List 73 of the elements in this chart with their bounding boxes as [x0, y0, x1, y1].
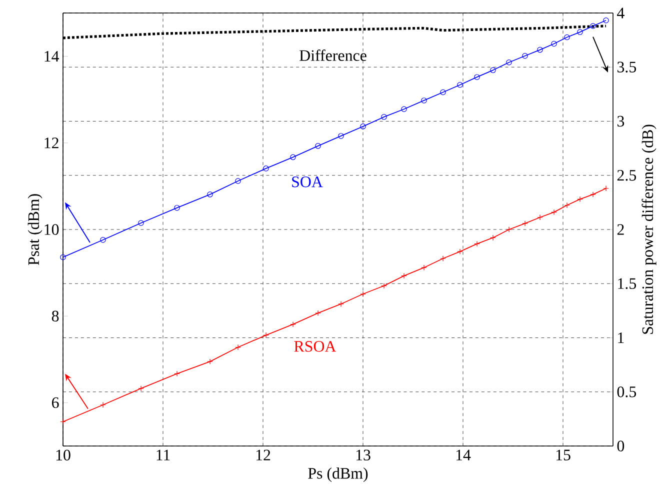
point: [235, 178, 241, 184]
point: [457, 248, 463, 254]
point: [474, 74, 480, 80]
y2-axis-title: Saturation power difference (dB): [642, 124, 656, 334]
point: [522, 220, 528, 226]
point: [522, 52, 528, 59]
point: [577, 29, 583, 35]
point: [577, 196, 583, 202]
point: [138, 220, 144, 226]
point: [381, 282, 387, 289]
series-label: RSOA: [294, 341, 336, 352]
point: [590, 192, 596, 198]
point: [421, 264, 427, 270]
series-label: SOA: [292, 176, 323, 188]
y-tick-label: 10: [44, 224, 59, 235]
point: [338, 301, 344, 307]
point: [381, 114, 387, 120]
x-tick-label: 12: [256, 450, 270, 460]
point: [490, 234, 496, 241]
point: [551, 209, 557, 216]
point: [235, 344, 241, 350]
point: [207, 192, 213, 198]
point: [421, 98, 427, 104]
y-tick-label: 6: [52, 397, 59, 408]
point: [138, 386, 144, 392]
x-tick-label: 11: [156, 450, 170, 460]
point: [315, 310, 321, 316]
y-tick-label: 12: [44, 138, 58, 148]
point: [263, 332, 269, 338]
y2-tick-label: 3.5: [617, 62, 636, 73]
point: [338, 133, 344, 139]
y-tick-label: 8: [52, 310, 59, 322]
y2-tick-label: 2: [617, 224, 624, 235]
point: [564, 34, 570, 40]
point: [100, 402, 106, 408]
series-label: Difference: [300, 50, 366, 61]
point: [290, 321, 296, 328]
point: [457, 82, 463, 88]
y2-tick-label: 1.5: [618, 278, 636, 289]
point: [590, 23, 596, 29]
point: [564, 202, 570, 208]
x-tick-label: 15: [556, 450, 570, 460]
y-axis-title: Psat (dBm): [28, 194, 42, 266]
point: [263, 166, 269, 172]
point: [401, 272, 407, 279]
point: [360, 124, 366, 130]
point: [207, 358, 213, 364]
point: [174, 204, 180, 211]
point: [174, 370, 180, 377]
point: [537, 214, 543, 220]
y2-tick-label: 1: [618, 332, 624, 344]
point: [290, 154, 296, 160]
y2-tick-label: 0: [617, 440, 624, 452]
point: [401, 106, 407, 112]
x-tick-label: 13: [356, 450, 370, 460]
x-tick-label: 14: [456, 450, 471, 460]
point: [506, 59, 512, 66]
point: [440, 89, 446, 96]
point: [440, 256, 446, 262]
point: [100, 237, 106, 243]
x-axis-title: Ps (dBm): [308, 468, 368, 482]
y2-tick-label: 4: [617, 8, 624, 18]
point: [551, 40, 557, 47]
y2-tick-label: 3: [617, 116, 624, 127]
point: [490, 67, 496, 74]
point: [360, 291, 366, 297]
point: [315, 143, 321, 149]
y2-tick-label: 2.5: [617, 170, 636, 181]
y-tick-label: 14: [44, 51, 60, 62]
point: [506, 226, 512, 232]
point: [537, 46, 543, 53]
point: [474, 240, 480, 247]
y2-tick-label: 0.5: [617, 386, 636, 398]
